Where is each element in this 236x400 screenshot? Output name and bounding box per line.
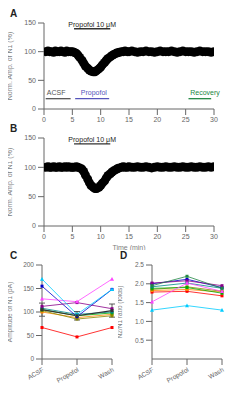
svg-text:5: 5	[70, 233, 74, 240]
svg-text:10: 10	[97, 233, 105, 240]
html-text:A: A	[10, 8, 18, 19]
svg-text:20: 20	[153, 233, 161, 240]
svg-text:0.5: 0.5	[135, 337, 144, 344]
svg-text:Wash: Wash	[97, 366, 115, 380]
svg-text:0: 0	[32, 222, 36, 229]
svg-text:30: 30	[210, 116, 218, 123]
svg-text:50: 50	[27, 332, 35, 339]
svg-text:0: 0	[30, 355, 34, 362]
svg-text:10: 10	[97, 116, 105, 123]
svg-text:Propofol: Propofol	[55, 366, 80, 385]
html-text:D: D	[120, 250, 128, 261]
svg-text:25: 25	[182, 116, 190, 123]
svg-text:100: 100	[24, 48, 36, 55]
svg-text:Propofol: Propofol	[165, 366, 190, 385]
svg-text:50: 50	[28, 193, 36, 200]
svg-text:Wash: Wash	[207, 366, 225, 380]
svg-text:50: 50	[28, 77, 36, 84]
svg-text:Propofol 10 μM: Propofol 10 μM	[68, 21, 116, 29]
svg-text:25: 25	[182, 233, 190, 240]
svg-text:1.5: 1.5	[135, 299, 144, 306]
svg-text:150: 150	[24, 19, 36, 26]
svg-text:0: 0	[42, 233, 46, 240]
svg-text:1.0: 1.0	[135, 318, 144, 325]
svg-text:30: 30	[210, 233, 218, 240]
svg-text:Propofol 10 μM: Propofol 10 μM	[68, 136, 116, 144]
svg-text:ACSF: ACSF	[47, 89, 66, 96]
svg-text:Norm. Amp. of N1 (%): Norm. Amp. of N1 (%)	[8, 148, 14, 216]
svg-text:N2/N1 ratio (folds): N2/N1 ratio (folds)	[118, 286, 124, 339]
svg-text:100: 100	[24, 164, 36, 171]
svg-text:Norm. Amp. of N1 (%): Norm. Amp. of N1 (%)	[8, 32, 14, 100]
html-text:C: C	[10, 250, 18, 261]
svg-text:ACSF: ACSF	[26, 366, 45, 381]
svg-text:2.0: 2.0	[135, 280, 144, 287]
svg-text:150: 150	[23, 285, 34, 292]
svg-text:2.5: 2.5	[135, 261, 144, 268]
svg-text:Propofol: Propofol	[81, 89, 108, 97]
svg-text:0: 0	[42, 116, 46, 123]
svg-text:Amplitude of N1 (pA): Amplitude of N1 (pA)	[8, 282, 14, 342]
svg-text:20: 20	[153, 116, 161, 123]
svg-text:15: 15	[125, 233, 133, 240]
svg-text:100: 100	[23, 308, 34, 315]
html-text:B: B	[10, 123, 18, 134]
svg-text:5: 5	[70, 116, 74, 123]
svg-text:200: 200	[23, 261, 34, 268]
svg-text:150: 150	[24, 134, 36, 141]
svg-text:15: 15	[125, 116, 133, 123]
svg-text:Time (min): Time (min)	[112, 244, 145, 250]
svg-text:ACSF: ACSF	[136, 366, 155, 381]
svg-text:Recovery: Recovery	[190, 89, 220, 97]
svg-text:0: 0	[32, 105, 36, 112]
